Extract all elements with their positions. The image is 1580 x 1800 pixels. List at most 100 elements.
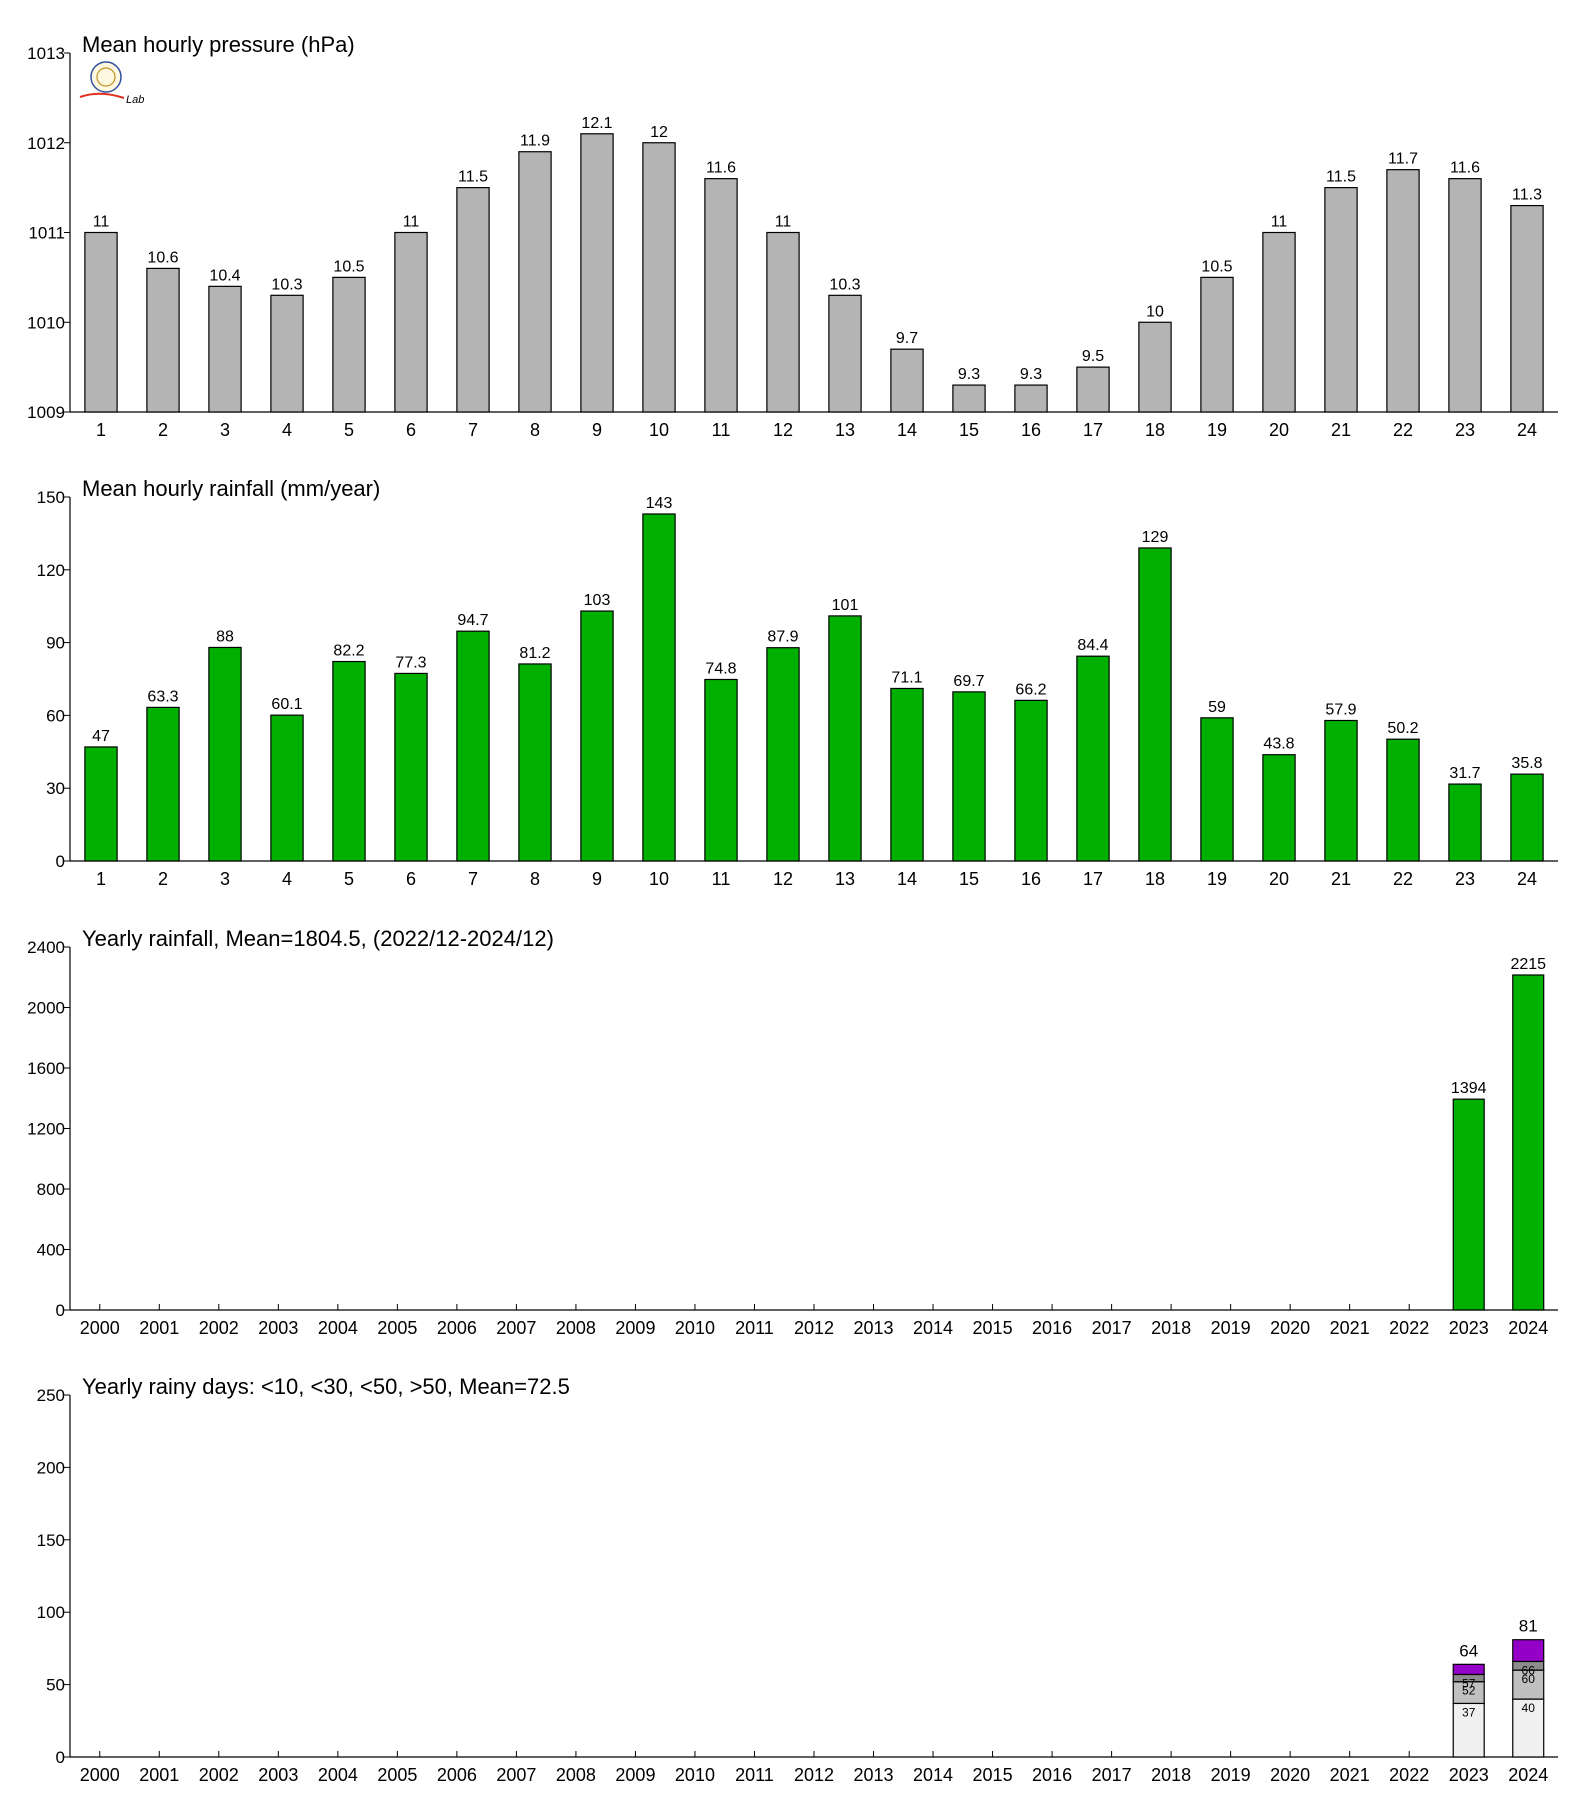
x-tick-label: 17 bbox=[1083, 420, 1103, 440]
bar-20 bbox=[1262, 754, 1296, 862]
data-label: 12.1 bbox=[581, 115, 612, 132]
x-tick-label: 2019 bbox=[1211, 1318, 1251, 1338]
x-tick-label: 2011 bbox=[735, 1318, 774, 1338]
data-label: 9.3 bbox=[958, 366, 980, 383]
x-tick-label: 18 bbox=[1145, 869, 1165, 889]
data-label: 103 bbox=[584, 592, 611, 609]
data-label: 129 bbox=[1142, 529, 1169, 546]
x-tick-label: 13 bbox=[835, 420, 855, 440]
data-label: 10.5 bbox=[1201, 258, 1232, 275]
x-tick-label: 2003 bbox=[258, 1318, 298, 1338]
x-tick-label: 23 bbox=[1455, 869, 1475, 889]
x-tick-label: 2004 bbox=[318, 1318, 358, 1338]
data-label: 71.1 bbox=[891, 669, 922, 686]
data-label: 11.5 bbox=[458, 169, 488, 186]
x-tick-label: 2008 bbox=[556, 1765, 596, 1785]
data-label: 11 bbox=[403, 214, 420, 231]
data-label: 77.3 bbox=[395, 654, 426, 671]
y-tick-label: 1010 bbox=[27, 313, 65, 332]
data-label: 11.5 bbox=[1326, 169, 1356, 186]
x-tick-label: 2002 bbox=[199, 1765, 239, 1785]
bar-15 bbox=[952, 691, 986, 862]
bar-12 bbox=[766, 231, 800, 413]
x-tick-label: 13 bbox=[835, 869, 855, 889]
x-tick-label: 2001 bbox=[139, 1318, 179, 1338]
logo-text: Lab bbox=[126, 94, 144, 106]
x-tick-label: 2007 bbox=[496, 1765, 536, 1785]
segment-label: 57 bbox=[1462, 1676, 1476, 1690]
x-tick-label: 2019 bbox=[1211, 1765, 1251, 1785]
bar-2024 bbox=[1512, 974, 1545, 1311]
bar-16 bbox=[1014, 699, 1048, 862]
x-tick-label: 2012 bbox=[794, 1765, 834, 1785]
x-tick-label: 2006 bbox=[437, 1765, 477, 1785]
bar-4 bbox=[270, 714, 304, 862]
total-label: 64 bbox=[1459, 1641, 1478, 1660]
x-tick-label: 2001 bbox=[139, 1765, 179, 1785]
data-label: 10.3 bbox=[829, 276, 860, 293]
y-tick-label: 100 bbox=[37, 1603, 65, 1622]
x-tick-label: 11 bbox=[712, 420, 731, 440]
x-tick-label: 1 bbox=[96, 869, 106, 889]
y-tick-label: 60 bbox=[46, 706, 65, 725]
bar-11 bbox=[704, 678, 738, 862]
x-tick-label: 2009 bbox=[615, 1765, 655, 1785]
y-tick-label: 0 bbox=[56, 1748, 65, 1767]
bar-16 bbox=[1014, 384, 1048, 413]
x-tick-label: 3 bbox=[220, 420, 230, 440]
x-tick-label: 22 bbox=[1393, 420, 1413, 440]
bar-5 bbox=[332, 660, 366, 862]
x-tick-label: 4 bbox=[282, 869, 292, 889]
x-tick-label: 2004 bbox=[318, 1765, 358, 1785]
bar-18 bbox=[1138, 547, 1172, 862]
x-tick-label: 20 bbox=[1269, 420, 1289, 440]
bar-22 bbox=[1386, 169, 1420, 413]
stack-segment-2024-4 bbox=[1512, 1639, 1545, 1663]
data-label: 143 bbox=[646, 495, 673, 512]
x-tick-label: 2003 bbox=[258, 1765, 298, 1785]
data-label: 9.5 bbox=[1082, 348, 1104, 365]
x-tick-label: 2021 bbox=[1330, 1765, 1370, 1785]
x-tick-label: 14 bbox=[897, 869, 917, 889]
bar-21 bbox=[1324, 187, 1358, 413]
lab-logo: Lab bbox=[79, 61, 144, 106]
x-tick-label: 2002 bbox=[199, 1318, 239, 1338]
data-label: 94.7 bbox=[457, 612, 488, 629]
x-tick-label: 2018 bbox=[1151, 1318, 1191, 1338]
x-tick-label: 2008 bbox=[556, 1318, 596, 1338]
x-tick-label: 19 bbox=[1207, 869, 1227, 889]
bar-20 bbox=[1262, 231, 1296, 413]
total-label: 81 bbox=[1519, 1617, 1538, 1636]
x-tick-label: 21 bbox=[1331, 420, 1351, 440]
x-tick-label: 2015 bbox=[973, 1318, 1013, 1338]
y-tick-label: 120 bbox=[37, 561, 65, 580]
bar-3 bbox=[208, 646, 242, 862]
y-tick-label: 0 bbox=[56, 1301, 65, 1320]
x-tick-label: 2012 bbox=[794, 1318, 834, 1338]
x-tick-label: 2013 bbox=[853, 1318, 893, 1338]
bar-21 bbox=[1324, 719, 1358, 862]
data-label: 11 bbox=[775, 214, 792, 231]
data-label: 1394 bbox=[1451, 1080, 1487, 1097]
data-label: 66.2 bbox=[1015, 681, 1046, 698]
x-tick-label: 2000 bbox=[80, 1318, 120, 1338]
chart-title: Mean hourly rainfall (mm/year) bbox=[82, 476, 380, 501]
data-label: 11.7 bbox=[1388, 151, 1418, 168]
data-label: 50.2 bbox=[1387, 720, 1418, 737]
x-tick-label: 18 bbox=[1145, 420, 1165, 440]
x-tick-label: 6 bbox=[406, 420, 416, 440]
x-tick-label: 21 bbox=[1331, 869, 1351, 889]
bar-4 bbox=[270, 294, 304, 413]
x-tick-label: 2 bbox=[158, 420, 168, 440]
x-tick-label: 5 bbox=[344, 420, 354, 440]
data-label: 9.7 bbox=[896, 330, 918, 347]
bar-17 bbox=[1076, 366, 1110, 413]
x-tick-label: 12 bbox=[773, 420, 793, 440]
bar-15 bbox=[952, 384, 986, 413]
data-label: 35.8 bbox=[1511, 755, 1542, 772]
x-tick-label: 24 bbox=[1517, 420, 1537, 440]
x-tick-label: 17 bbox=[1083, 869, 1103, 889]
